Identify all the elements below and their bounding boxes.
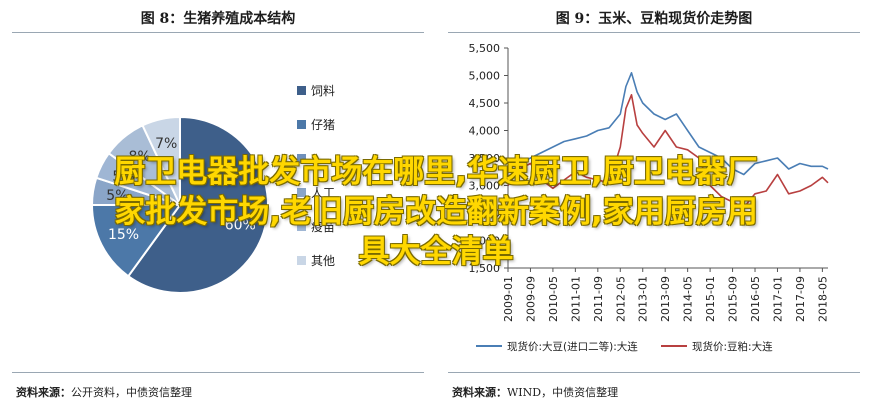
series-line: [507, 94, 829, 209]
title-divider: [448, 32, 860, 33]
pie-chart-source: 资料来源：公开资料，中债资信整理: [16, 384, 192, 400]
pie-slice-label: 15%: [108, 227, 139, 243]
x-tick-label: 2018-05: [816, 276, 829, 322]
line-chart: 1,500 2,000 2,500 3,000 3,500 4,000 4,500 5,000…: [469, 42, 830, 353]
legend-swatch: [297, 188, 306, 197]
legend-label: 现货价:大豆(进口二等):大连: [507, 340, 638, 353]
source-divider: [12, 372, 424, 373]
y-tick-label: 2,500: [469, 207, 501, 220]
pie-slice-label: 60%: [225, 218, 256, 234]
x-tick-label: 2011-01: [569, 276, 582, 322]
source-divider: [448, 372, 860, 373]
legend-swatch: [297, 86, 306, 95]
x-tick-label: 2013-01: [637, 276, 650, 322]
legend-swatch: [297, 222, 306, 231]
series-line: [507, 72, 829, 176]
x-tick-label: 2017-01: [771, 276, 784, 322]
y-tick-label: 5,500: [469, 42, 501, 55]
pie-slice: [126, 115, 269, 294]
source-prefix: 资料来源：: [452, 386, 507, 399]
y-tick-label: 5,000: [469, 70, 501, 83]
pie-slice-label: 5%: [112, 169, 134, 185]
y-tick-label: 3,500: [469, 152, 501, 165]
line-chart-title: 图 9：玉米、豆粕现货价走势图: [555, 11, 753, 27]
x-tick-label: 2017-09: [794, 276, 807, 322]
title-divider: [12, 32, 424, 33]
x-tick-label: 2010-05: [547, 276, 560, 322]
legend-label: 人工: [311, 186, 335, 200]
pie-slice: [141, 115, 181, 206]
y-tick-label: 1,500: [469, 262, 501, 275]
pie-slice-label: 7%: [155, 136, 177, 152]
pie-chart-title: 图 8：生猪养殖成本结构: [140, 11, 296, 27]
x-tick-label: 2016-05: [749, 276, 762, 322]
legend-swatch: [297, 120, 306, 129]
legend-label: 疫苗: [311, 219, 335, 234]
source-text: WIND，中债资信整理: [507, 386, 619, 399]
legend-swatch: [297, 154, 306, 163]
x-tick-label: 2009-09: [524, 276, 537, 322]
y-tick-label: 4,500: [469, 97, 501, 110]
line-chart-source: 资料来源：WIND，中债资信整理: [452, 384, 618, 400]
x-tick-label: 2013-09: [659, 276, 672, 322]
source-text: 公开资料，中债资信整理: [71, 386, 192, 399]
legend-swatch: [297, 256, 306, 265]
y-tick-label: 4,000: [469, 125, 501, 138]
y-tick-label: 3,000: [469, 180, 501, 193]
legend-label: 其他: [311, 254, 335, 268]
x-tick-label: 2012-05: [614, 276, 627, 322]
legend-label: 现货价:豆粕:大连: [692, 340, 773, 353]
x-tick-label: 2014-05: [682, 276, 695, 322]
x-tick-label: 2009-01: [502, 276, 515, 322]
x-tick-label: 2015-01: [704, 276, 717, 322]
price-trend-panel: 图 9：玉米、豆粕现货价走势图 1,500 2,000 2,500 3,000 3,50…: [436, 0, 872, 416]
x-tick-label: 2015-09: [727, 276, 740, 322]
pie-slice-label: 5%: [106, 188, 128, 204]
source-prefix: 资料来源：: [16, 386, 71, 399]
pie-slice-label: 8%: [129, 149, 151, 165]
legend-label: 饲料: [311, 84, 335, 98]
pie-slice: [90, 204, 182, 278]
y-tick-label: 2,000: [469, 235, 501, 248]
x-tick-label: 2011-09: [592, 276, 605, 322]
legend-label: 仔猪: [311, 118, 335, 132]
cost-structure-panel: 图 8：生猪养殖成本结构 60% 15% 5% 5% 8% 7% 饲料仔猪人工疫苗其他 资料…: [12, 11, 424, 400]
